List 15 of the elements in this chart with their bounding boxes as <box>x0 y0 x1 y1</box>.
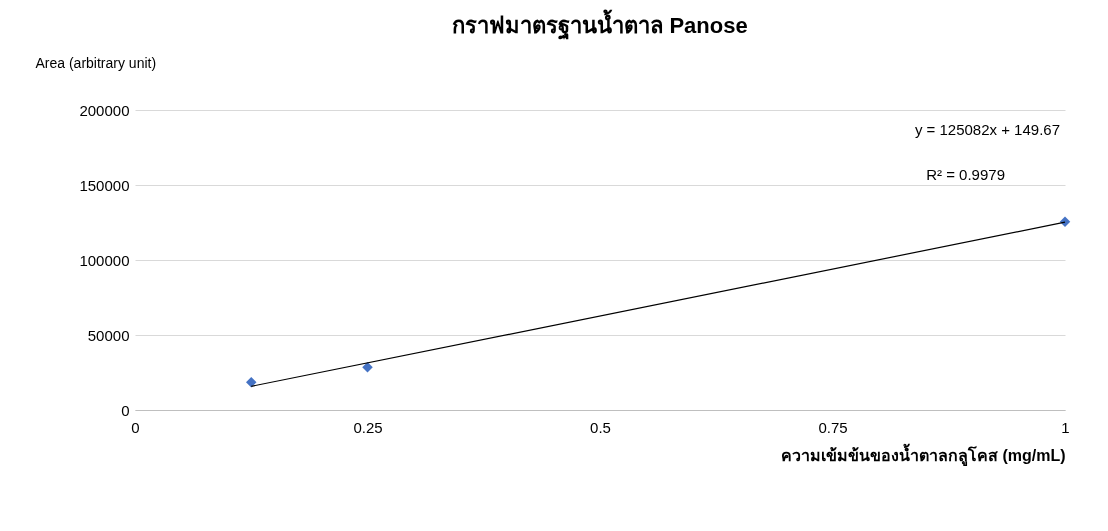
y-tick-label: 50000 <box>87 326 130 344</box>
y-axis-title: Area (arbitrary unit) <box>35 54 157 71</box>
y-tick-label: 150000 <box>79 176 130 194</box>
annotation: y = 125082x + 149.67 <box>914 121 1060 138</box>
x-tick-label: 0.5 <box>590 418 611 436</box>
y-tick-label: 100000 <box>79 251 130 269</box>
y-tick-label: 0 <box>121 401 130 419</box>
x-tick-label: 1 <box>1061 418 1070 436</box>
y-tick-label: 200000 <box>79 101 130 119</box>
annotation: R² = 0.9979 <box>926 166 1005 183</box>
chart-title: กราฟมาตรฐานน้ำตาล Panose <box>452 9 748 40</box>
point <box>246 377 257 388</box>
x-tick-label: 0.25 <box>353 418 383 436</box>
x-axis-title: ความเข้มข้นของน้ำตาลกลูโคส (mg/mL) <box>780 442 1066 467</box>
x-tick-label: 0.75 <box>818 418 848 436</box>
